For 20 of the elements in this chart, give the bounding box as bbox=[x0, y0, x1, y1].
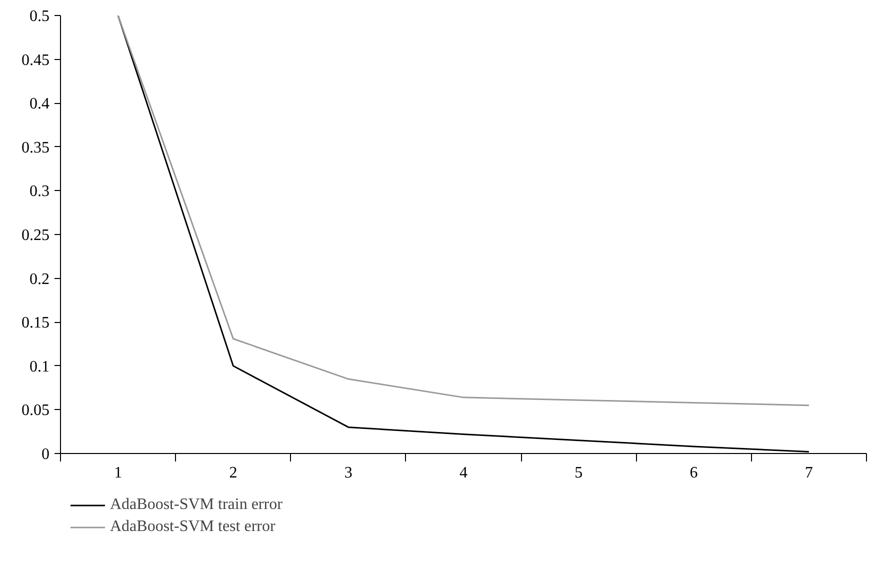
legend-label: AdaBoost-SVM test error bbox=[110, 518, 276, 536]
y-tick-label: 0.5 bbox=[30, 8, 50, 25]
y-tick-label: 0.4 bbox=[30, 96, 50, 113]
x-tick-label: 7 bbox=[804, 464, 813, 482]
x-tick-label: 3 bbox=[344, 464, 352, 482]
x-tick-label: 5 bbox=[574, 464, 583, 482]
x-tick-label: 6 bbox=[690, 464, 698, 482]
x-tick-label: 4 bbox=[460, 464, 468, 482]
y-tick-label: 0.3 bbox=[30, 183, 50, 200]
y-tick-label: 0.05 bbox=[22, 402, 50, 420]
y-tick-label: 0.25 bbox=[22, 227, 50, 244]
legend-label: AdaBoost-SVM train error bbox=[110, 496, 282, 514]
x-tick-label: 2 bbox=[229, 464, 238, 482]
y-tick-label: 0 bbox=[42, 446, 50, 463]
y-tick-label: 0.45 bbox=[22, 52, 50, 69]
y-tick-label: 0.2 bbox=[30, 270, 50, 288]
y-tick-label: 0.35 bbox=[22, 139, 50, 156]
x-tick-label: 1 bbox=[114, 464, 122, 482]
y-tick-label: 0.15 bbox=[22, 314, 50, 332]
y-tick-label: 0.1 bbox=[30, 358, 50, 376]
